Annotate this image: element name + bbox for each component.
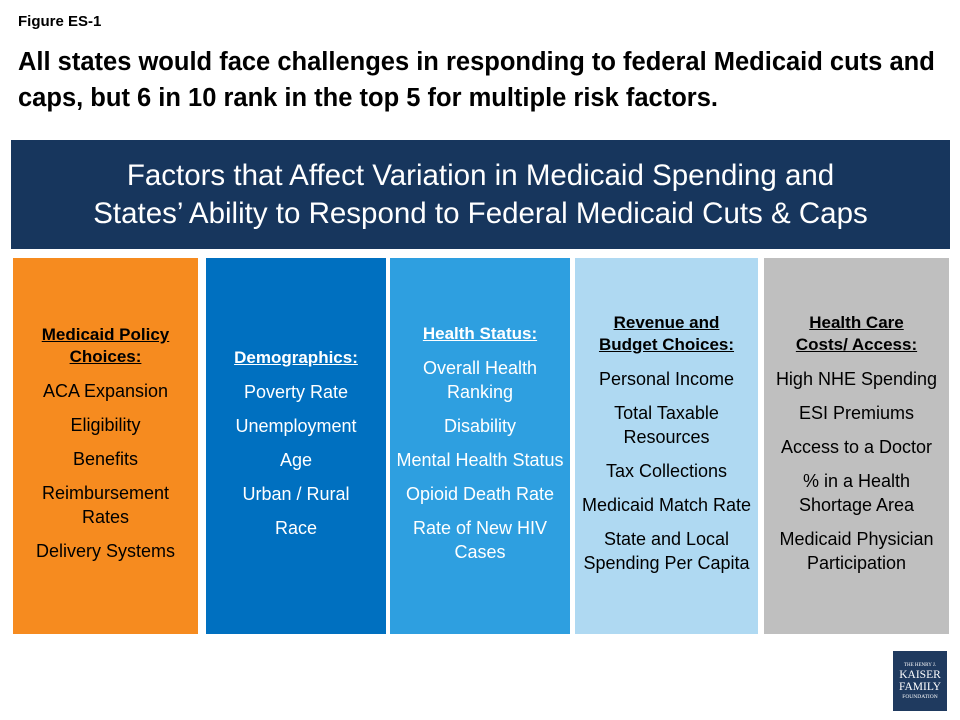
- column-heading-line: Costs/ Access:: [795, 335, 918, 354]
- list-item: Total Taxable Resources: [614, 403, 719, 447]
- list-item: Poverty Rate: [243, 382, 349, 402]
- list-item: Unemployment: [235, 416, 357, 436]
- list-item: Tax Collections: [605, 461, 728, 481]
- list-item: Opioid Death Rate: [405, 484, 555, 504]
- figure-label: Figure ES-1: [18, 13, 102, 30]
- column-health-care-costs: Health Care Costs/ Access: High NHE Spen…: [764, 258, 949, 634]
- list-item: Access to a Doctor: [780, 437, 933, 457]
- column-heading-line: Budget Choices:: [598, 335, 735, 354]
- column-heading-line: Revenue and: [613, 313, 720, 332]
- list-item: Race: [274, 518, 318, 538]
- banner: Factors that Affect Variation in Medicai…: [11, 140, 950, 249]
- kaiser-family-foundation-logo: THE HENRY J. KAISER FAMILY FOUNDATION: [893, 651, 947, 711]
- column-heading-line: Health Care: [809, 313, 904, 332]
- column-heading-line: Choices:: [69, 347, 142, 366]
- list-item: State and Local Spending Per Capita: [583, 529, 750, 573]
- list-item: Mental Health Status: [396, 450, 564, 470]
- banner-line-1: Factors that Affect Variation in Medicai…: [126, 158, 835, 192]
- list-item: Delivery Systems: [35, 541, 176, 561]
- column-heading: Revenue and Budget Choices:: [599, 312, 734, 356]
- column-heading: Demographics:: [234, 347, 358, 369]
- list-item: Personal Income: [598, 369, 735, 389]
- column-heading: Medicaid Policy Choices:: [42, 324, 170, 368]
- list-item: ESI Premiums: [798, 403, 915, 423]
- page-title: All states would face challenges in resp…: [18, 48, 935, 112]
- column-health-status: Health Status: Overall Health Ranking Di…: [390, 258, 570, 634]
- list-item: Rate of New HIV Cases: [412, 518, 548, 562]
- column-revenue-budget: Revenue and Budget Choices: Personal Inc…: [575, 258, 758, 634]
- list-item: Disability: [443, 416, 517, 436]
- column-heading: Health Care Costs/ Access:: [796, 312, 917, 356]
- logo-line: KAISER: [899, 668, 941, 681]
- column-demographics: Demographics: Poverty Rate Unemployment …: [206, 258, 386, 634]
- column-heading-line: Demographics:: [234, 348, 358, 367]
- list-item: Medicaid Match Rate: [581, 495, 752, 515]
- logo-line: FAMILY: [898, 680, 942, 693]
- list-item: Benefits: [72, 449, 139, 469]
- logo-line: FOUNDATION: [902, 693, 938, 700]
- list-item: Reimbursement Rates: [41, 483, 170, 527]
- banner-line-2: States’ Ability to Respond to Federal Me…: [93, 196, 868, 230]
- list-item: High NHE Spending: [775, 369, 938, 389]
- list-item: Medicaid Physician Participation: [779, 529, 934, 573]
- list-item: ACA Expansion: [42, 381, 169, 401]
- logo-line: THE HENRY J.: [903, 662, 937, 668]
- column-heading-line: Medicaid Policy: [41, 325, 170, 344]
- list-item: Overall Health Ranking: [422, 358, 538, 402]
- column-heading-line: Health Status:: [422, 324, 538, 343]
- column-medicaid-policy: Medicaid Policy Choices: ACA Expansion E…: [13, 258, 198, 634]
- list-item: Eligibility: [70, 415, 141, 435]
- list-item: Urban / Rural: [242, 484, 350, 504]
- column-heading: Health Status:: [423, 323, 537, 345]
- list-item: % in a Health Shortage Area: [798, 471, 915, 515]
- list-item: Age: [279, 450, 313, 470]
